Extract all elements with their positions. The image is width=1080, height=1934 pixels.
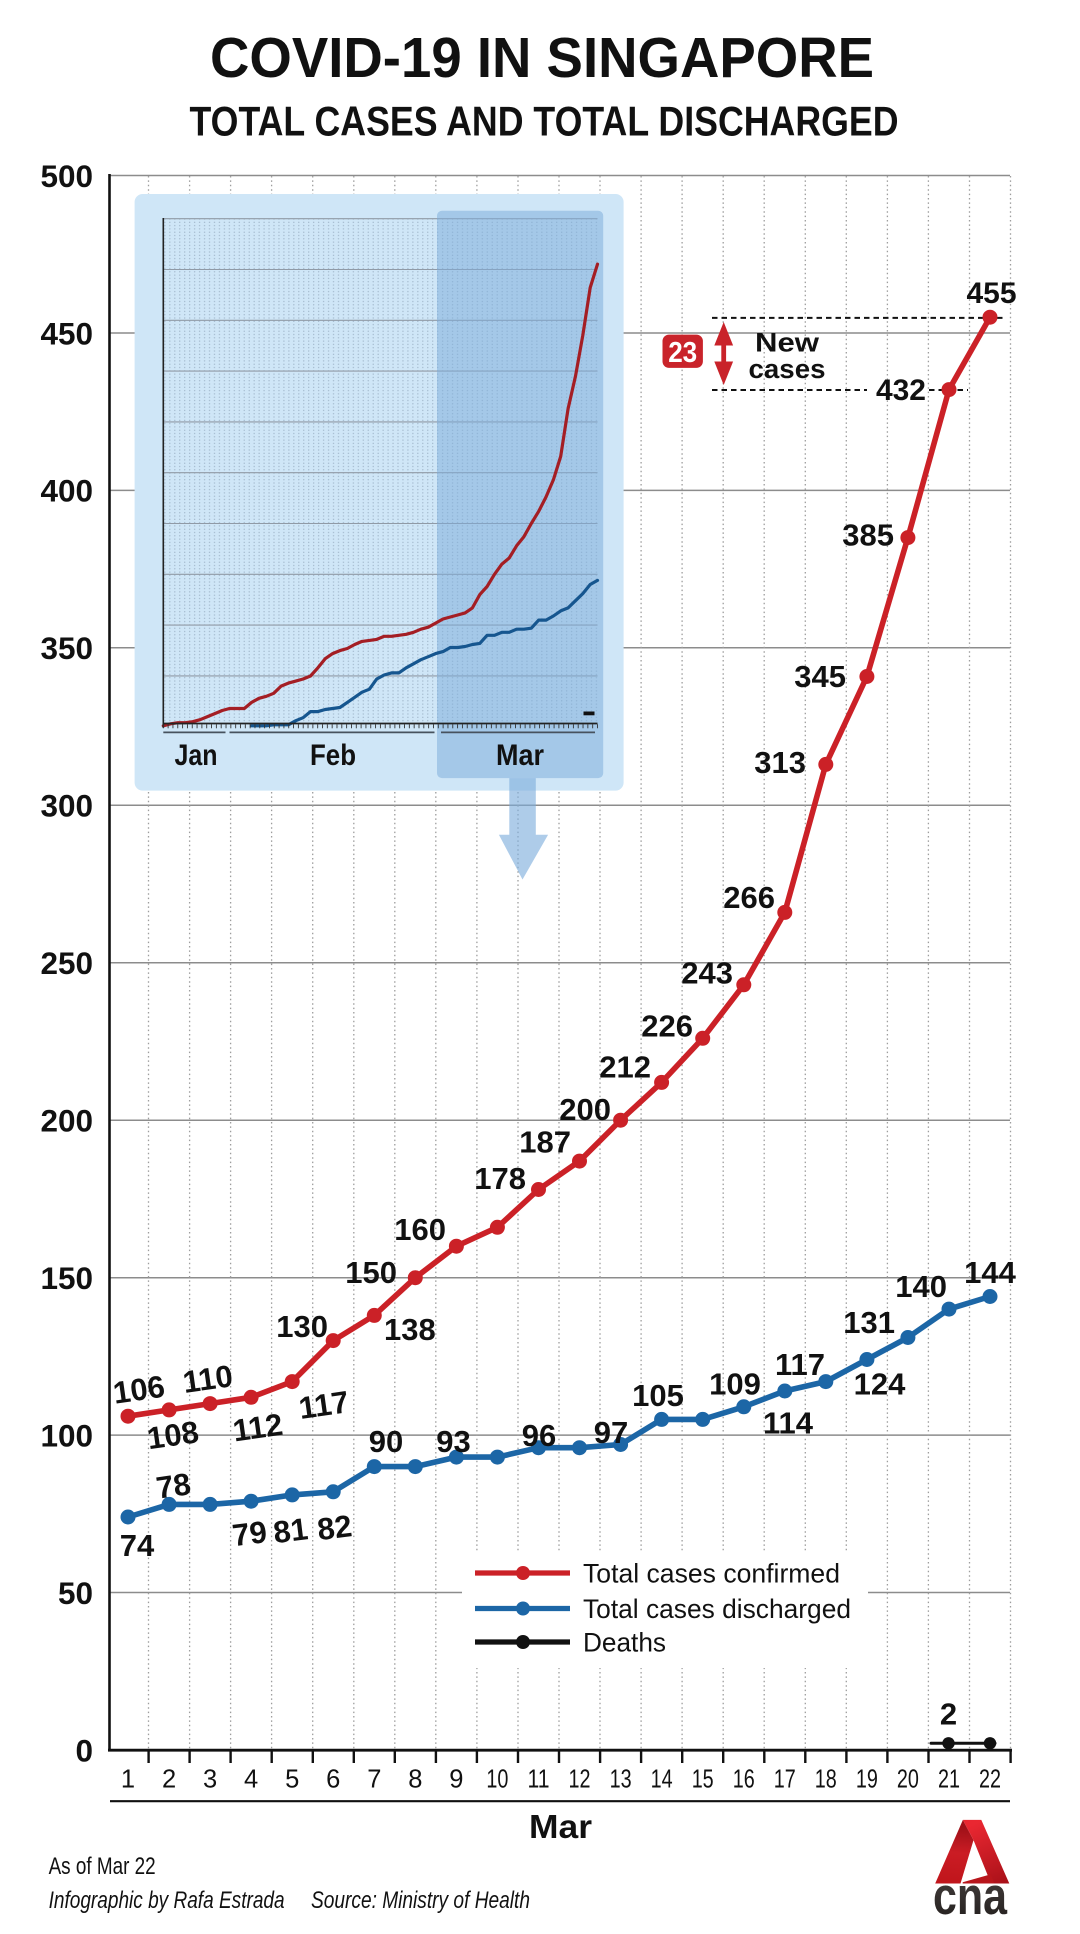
svg-text:130: 130 <box>276 1309 328 1344</box>
svg-text:2: 2 <box>162 1766 176 1794</box>
svg-text:16: 16 <box>733 1766 755 1794</box>
svg-text:15: 15 <box>692 1766 714 1794</box>
svg-text:cna: cna <box>933 1867 1007 1926</box>
svg-text:2: 2 <box>940 1697 957 1732</box>
svg-text:82: 82 <box>315 1508 353 1547</box>
svg-text:New: New <box>755 328 820 358</box>
svg-text:Deaths: Deaths <box>583 1628 666 1658</box>
svg-text:200: 200 <box>559 1092 611 1127</box>
svg-text:13: 13 <box>610 1766 632 1794</box>
svg-text:114: 114 <box>763 1406 814 1441</box>
svg-text:96: 96 <box>522 1418 556 1453</box>
svg-text:7: 7 <box>367 1766 381 1794</box>
svg-text:Total cases discharged: Total cases discharged <box>583 1594 851 1624</box>
svg-text:6: 6 <box>326 1766 340 1794</box>
svg-text:18: 18 <box>815 1766 837 1794</box>
svg-text:226: 226 <box>641 1009 693 1044</box>
svg-text:Jan: Jan <box>175 739 218 772</box>
svg-text:8: 8 <box>408 1766 422 1794</box>
svg-text:TOTAL CASES AND TOTAL DISCHARG: TOTAL CASES AND TOTAL DISCHARGED <box>190 98 899 145</box>
svg-text:250: 250 <box>40 945 93 981</box>
svg-text:19: 19 <box>856 1766 878 1794</box>
svg-text:150: 150 <box>40 1260 93 1296</box>
svg-text:3: 3 <box>203 1766 217 1794</box>
svg-text:100: 100 <box>40 1417 93 1453</box>
svg-text:144: 144 <box>964 1255 1016 1290</box>
svg-text:117: 117 <box>775 1347 825 1382</box>
svg-text:1: 1 <box>121 1766 135 1794</box>
svg-text:105: 105 <box>632 1378 684 1413</box>
svg-text:Mar: Mar <box>529 1808 592 1845</box>
svg-text:345: 345 <box>794 659 846 694</box>
svg-text:Source: Ministry of Health: Source: Ministry of Health <box>311 1887 530 1914</box>
svg-text:150: 150 <box>345 1255 397 1290</box>
svg-text:432: 432 <box>876 374 926 407</box>
svg-text:313: 313 <box>754 745 806 780</box>
svg-text:Total cases confirmed: Total cases confirmed <box>583 1559 840 1589</box>
svg-text:cases: cases <box>749 354 826 384</box>
svg-text:500: 500 <box>40 158 93 194</box>
svg-text:200: 200 <box>40 1103 93 1139</box>
svg-text:78: 78 <box>154 1466 193 1505</box>
svg-text:124: 124 <box>854 1367 906 1402</box>
svg-text:5: 5 <box>285 1766 299 1794</box>
svg-text:11: 11 <box>528 1766 550 1794</box>
svg-text:266: 266 <box>723 880 775 915</box>
svg-text:350: 350 <box>40 630 93 666</box>
svg-text:117: 117 <box>297 1384 351 1426</box>
svg-text:10: 10 <box>486 1766 508 1794</box>
svg-text:187: 187 <box>519 1125 571 1160</box>
svg-text:108: 108 <box>145 1414 201 1456</box>
svg-text:12: 12 <box>569 1766 591 1794</box>
svg-text:455: 455 <box>966 277 1016 310</box>
svg-text:COVID-19 IN SINGAPORE: COVID-19 IN SINGAPORE <box>210 26 874 90</box>
svg-text:300: 300 <box>40 788 93 824</box>
svg-text:140: 140 <box>895 1269 947 1304</box>
svg-text:Mar: Mar <box>496 739 544 772</box>
svg-text:212: 212 <box>599 1050 651 1085</box>
svg-text:50: 50 <box>58 1575 93 1611</box>
svg-text:131: 131 <box>843 1305 895 1340</box>
svg-text:As of Mar 22: As of Mar 22 <box>49 1853 156 1880</box>
svg-text:23: 23 <box>668 337 697 369</box>
svg-text:21: 21 <box>938 1766 960 1794</box>
svg-text:14: 14 <box>651 1766 673 1794</box>
svg-text:20: 20 <box>897 1766 919 1794</box>
svg-text:243: 243 <box>681 956 733 991</box>
svg-text:112: 112 <box>231 1407 285 1449</box>
svg-text:17: 17 <box>774 1766 796 1794</box>
svg-text:Infographic by Rafa Estrada: Infographic by Rafa Estrada <box>49 1887 285 1914</box>
svg-text:90: 90 <box>369 1424 403 1459</box>
svg-text:110: 110 <box>181 1358 235 1400</box>
svg-text:22: 22 <box>979 1766 1001 1794</box>
svg-text:138: 138 <box>384 1312 436 1347</box>
svg-text:4: 4 <box>244 1766 258 1794</box>
svg-text:109: 109 <box>709 1367 761 1402</box>
svg-text:Feb: Feb <box>310 739 356 772</box>
svg-text:178: 178 <box>474 1161 526 1196</box>
svg-text:160: 160 <box>394 1212 446 1247</box>
svg-text:79: 79 <box>230 1514 268 1553</box>
svg-text:9: 9 <box>449 1766 463 1794</box>
svg-text:81: 81 <box>271 1511 309 1550</box>
svg-text:385: 385 <box>842 518 894 553</box>
svg-text:400: 400 <box>40 473 93 509</box>
svg-text:93: 93 <box>436 1424 470 1459</box>
svg-text:450: 450 <box>40 315 93 351</box>
svg-text:97: 97 <box>594 1415 628 1450</box>
svg-text:0: 0 <box>75 1732 93 1768</box>
svg-text:74: 74 <box>120 1528 155 1563</box>
svg-text:106: 106 <box>111 1369 167 1411</box>
